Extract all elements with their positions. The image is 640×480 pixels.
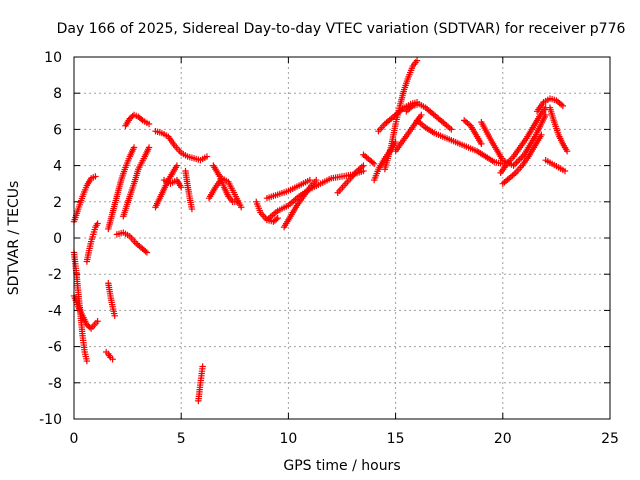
data-point bbox=[83, 357, 91, 365]
series-arc-18 bbox=[253, 198, 281, 225]
y-tick-label: 2 bbox=[53, 195, 62, 211]
series-arc-32 bbox=[497, 104, 549, 177]
x-axis-label: GPS time / hours bbox=[283, 458, 400, 474]
series-arc-29 bbox=[413, 117, 506, 167]
series-arc-30 bbox=[461, 117, 485, 148]
x-tick-label: 0 bbox=[70, 431, 79, 447]
series-arc-9 bbox=[120, 144, 153, 220]
data-point bbox=[561, 167, 569, 175]
y-tick-label: -10 bbox=[39, 412, 62, 428]
data-points bbox=[70, 57, 571, 405]
series-arc-14 bbox=[182, 167, 196, 213]
series-arc-36 bbox=[542, 156, 569, 175]
data-point bbox=[370, 160, 378, 167]
data-point bbox=[511, 160, 519, 168]
series-arc-11 bbox=[152, 162, 181, 211]
y-tick-label: -4 bbox=[48, 303, 62, 319]
y-tick-label: -8 bbox=[48, 376, 62, 392]
data-point bbox=[274, 214, 281, 222]
x-tick-label: 20 bbox=[494, 431, 512, 447]
data-point bbox=[143, 249, 151, 256]
series-arc-3 bbox=[70, 292, 101, 332]
x-tick-label: 15 bbox=[387, 431, 405, 447]
data-point bbox=[92, 173, 99, 180]
data-point bbox=[178, 184, 185, 191]
data-point bbox=[142, 248, 149, 255]
data-point bbox=[413, 57, 421, 64]
y-tick-label: -6 bbox=[48, 340, 62, 356]
series-arc-10 bbox=[122, 111, 153, 129]
data-point bbox=[514, 157, 522, 165]
series-arc-20 bbox=[263, 176, 314, 202]
series-arc-12 bbox=[152, 128, 211, 164]
series-arc-7 bbox=[105, 144, 138, 233]
data-point bbox=[86, 324, 93, 331]
data-point bbox=[188, 205, 196, 213]
data-point bbox=[137, 115, 145, 123]
data-point bbox=[392, 138, 399, 146]
y-tick-label: -2 bbox=[48, 267, 62, 283]
data-point bbox=[538, 131, 545, 139]
data-point bbox=[199, 363, 206, 370]
grid-lines bbox=[74, 57, 610, 419]
series-arc-17 bbox=[210, 162, 241, 205]
series-arc-26 bbox=[381, 57, 421, 173]
x-tick-label: 5 bbox=[177, 431, 186, 447]
axis-ticks: 0 5 10 15 20 25 -10 -8 -6 -4 -2 0 2 4 6 8 10 bbox=[39, 50, 619, 447]
data-point bbox=[145, 120, 153, 128]
series-arc-6 bbox=[105, 280, 118, 320]
data-point bbox=[109, 356, 116, 363]
y-tick-label: 4 bbox=[53, 159, 62, 175]
series-arc-16 bbox=[205, 175, 245, 211]
data-point bbox=[94, 318, 101, 325]
series-arc-35 bbox=[546, 104, 571, 155]
data-point bbox=[94, 220, 101, 227]
data-point bbox=[418, 111, 425, 119]
data-point bbox=[238, 204, 245, 211]
series-arc-22 bbox=[334, 162, 367, 196]
data-point bbox=[306, 176, 314, 184]
data-point bbox=[448, 126, 455, 133]
y-tick-label: 0 bbox=[53, 231, 62, 247]
y-tick-label: 8 bbox=[53, 86, 62, 102]
data-point bbox=[563, 147, 571, 155]
series-arc-5 bbox=[102, 348, 116, 363]
data-point bbox=[111, 312, 118, 320]
x-tick-label: 10 bbox=[279, 431, 297, 447]
series-arc-21 bbox=[280, 176, 320, 231]
data-point bbox=[360, 162, 367, 169]
y-tick-label: 6 bbox=[53, 122, 62, 138]
series-arc-28 bbox=[403, 100, 455, 133]
data-point bbox=[360, 167, 367, 175]
series-arc-15 bbox=[195, 363, 206, 405]
data-point bbox=[233, 198, 241, 205]
data-point bbox=[478, 140, 485, 148]
x-tick-label: 25 bbox=[601, 431, 619, 447]
series-arc-23 bbox=[360, 151, 378, 167]
data-point bbox=[203, 153, 211, 160]
data-point bbox=[273, 216, 280, 223]
data-point bbox=[130, 144, 138, 151]
data-point bbox=[313, 176, 320, 184]
series-arc-33 bbox=[499, 131, 545, 187]
series-arc-34 bbox=[533, 95, 567, 115]
series-arc-4 bbox=[83, 220, 101, 265]
data-point bbox=[559, 102, 567, 110]
plot-frame bbox=[73, 56, 611, 420]
data-point bbox=[145, 144, 153, 151]
y-tick-label: 10 bbox=[44, 50, 62, 66]
y-axis-label: SDTVAR / TECUs bbox=[6, 181, 22, 296]
series-arc-13 bbox=[160, 176, 185, 191]
data-point bbox=[369, 159, 376, 166]
data-point bbox=[173, 162, 181, 169]
series-arc-8 bbox=[113, 229, 151, 256]
series-arc-1 bbox=[70, 173, 99, 225]
chart-title: Day 166 of 2025, Sidereal Day-to-day VTE… bbox=[57, 21, 626, 37]
